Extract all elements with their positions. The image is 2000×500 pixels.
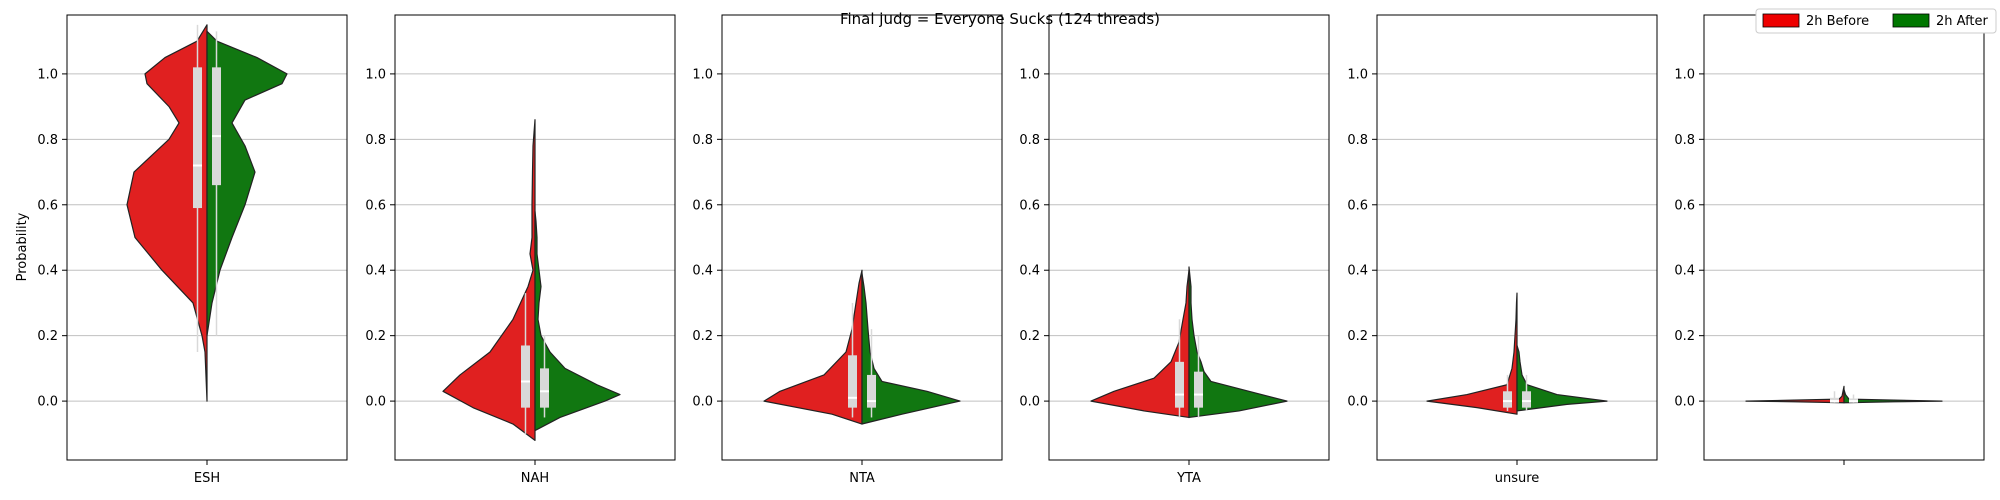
legend-swatch-after	[1892, 13, 1930, 28]
y-tick-label: 0.0	[1347, 395, 1368, 410]
x-tick-label: NTA	[849, 471, 875, 486]
legend-label-after: 2h After	[1936, 14, 1989, 29]
y-tick-label: 0.2	[37, 329, 58, 344]
chart-title: Final judg = Everyone Sucks (124 threads…	[840, 10, 1160, 28]
y-tick-label: 0.8	[1019, 133, 1040, 148]
x-tick-label: unsure	[1495, 471, 1540, 486]
box-after	[1194, 371, 1203, 408]
y-tick-label: 1.0	[37, 67, 58, 82]
y-tick-label: 0.4	[1347, 264, 1368, 279]
y-tick-label: 0.0	[37, 395, 58, 410]
x-tick-label: ESH	[194, 471, 220, 486]
y-tick-label: 0.2	[1347, 329, 1368, 344]
box-before	[193, 67, 202, 209]
y-tick-label: 0.2	[692, 329, 713, 344]
y-tick-label: 0.0	[692, 395, 713, 410]
y-tick-label: 0.8	[1347, 133, 1368, 148]
y-tick-label: 1.0	[365, 67, 386, 82]
box-after	[540, 368, 549, 408]
box-before	[848, 355, 857, 408]
violin-before	[763, 269, 863, 425]
legend-swatch-before	[1762, 13, 1800, 28]
y-tick-label: 0.6	[1019, 198, 1040, 213]
y-tick-label: 0.0	[1019, 395, 1040, 410]
y-tick-label: 0.4	[692, 264, 713, 279]
box-before	[1503, 391, 1512, 408]
y-tick-label: 0.8	[365, 133, 386, 148]
panel-unlabeled: 0.0 0.2 0.4 0.6 0.8 1.0	[1674, 14, 1985, 465]
y-tick-label: 0.6	[365, 198, 386, 213]
legend-label-before: 2h Before	[1806, 14, 1869, 29]
y-tick-label: 0.6	[692, 198, 713, 213]
x-tick-label: NAH	[521, 471, 549, 486]
y-tick-label: 0.2	[1019, 329, 1040, 344]
y-tick-label: 0.8	[692, 133, 713, 148]
y-tick-label: 1.0	[1019, 67, 1040, 82]
box-after	[1522, 391, 1531, 408]
y-tick-label: 0.4	[37, 264, 58, 279]
y-tick-label: 1.0	[1347, 67, 1368, 82]
y-tick-label: 0.4	[1674, 264, 1695, 279]
violin-before	[442, 119, 536, 441]
box-before	[1175, 361, 1184, 408]
y-tick-label: 0.8	[1674, 133, 1695, 148]
panel-YTA: 0.0 0.2 0.4 0.6 0.8 1.0 YTA	[1019, 14, 1330, 486]
panel-ESH: 0.0 0.2 0.4 0.6 0.8 1.0 ESH	[37, 14, 348, 486]
legend-frame	[1755, 8, 1997, 34]
y-axis-label: Probability	[15, 212, 30, 281]
y-tick-label: 0.6	[37, 198, 58, 213]
y-tick-label: 1.0	[692, 67, 713, 82]
box-before	[521, 345, 530, 408]
y-tick-label: 0.6	[1674, 198, 1695, 213]
violin-after	[206, 30, 288, 337]
y-tick-label: 0.8	[37, 133, 58, 148]
panel-NTA: 0.0 0.2 0.4 0.6 0.8 1.0 NTA	[692, 14, 1003, 486]
box-after	[867, 374, 876, 408]
y-tick-label: 1.0	[1674, 67, 1695, 82]
y-tick-label: 0.0	[1674, 395, 1695, 410]
y-tick-label: 0.4	[1019, 264, 1040, 279]
y-tick-label: 0.2	[365, 329, 386, 344]
y-tick-label: 0.6	[1347, 198, 1368, 213]
legend: 2h Before 2h After	[1755, 8, 1997, 34]
y-tick-label: 0.4	[365, 264, 386, 279]
y-tick-label: 0.0	[365, 395, 386, 410]
panel-NAH: 0.0 0.2 0.4 0.6 0.8 1.0 NAH	[365, 14, 676, 486]
box-after	[212, 67, 221, 186]
x-tick-label: YTA	[1176, 471, 1201, 486]
panel-unsure: 0.0 0.2 0.4 0.6 0.8 1.0 unsure	[1347, 14, 1658, 486]
panels-layer: 0.0 0.2 0.4 0.6 0.8 1.0 ESH 0.0 0.2 0.4 0.6 0.8 1.0 N…	[37, 14, 1985, 486]
y-tick-label: 0.2	[1674, 329, 1695, 344]
violin-after	[1516, 344, 1608, 412]
violin-after	[534, 210, 621, 432]
